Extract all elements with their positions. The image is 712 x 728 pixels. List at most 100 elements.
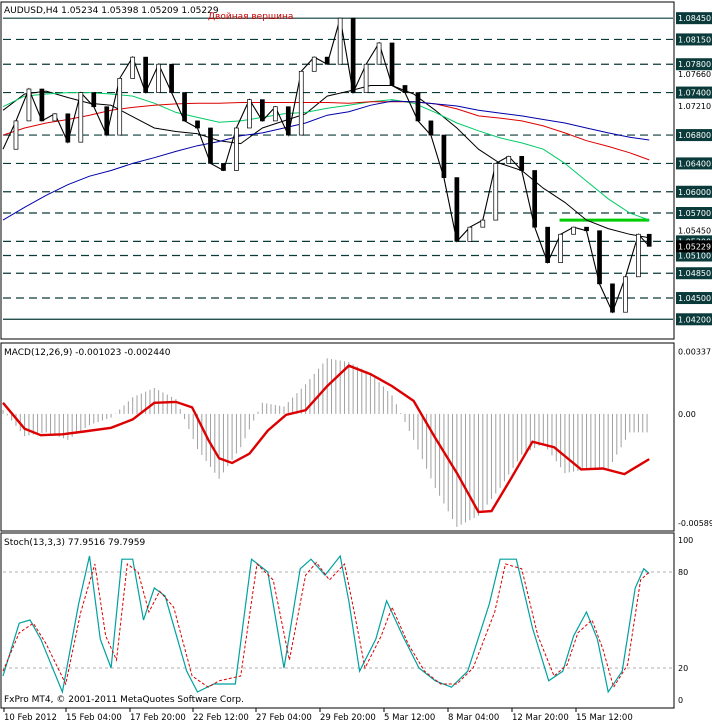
candle-body bbox=[558, 233, 563, 263]
candle-body bbox=[272, 106, 278, 122]
candle-body bbox=[13, 120, 19, 150]
price-tick-label: 1.07400 bbox=[678, 89, 711, 98]
candle-body bbox=[260, 99, 265, 122]
price-tick-label: 1.04850 bbox=[678, 269, 711, 278]
candle-body bbox=[311, 56, 317, 72]
symbol-info: AUDUSD,H4 1.05234 1.05398 1.05209 1.0522… bbox=[4, 6, 219, 16]
price-tick-label: 1.04200 bbox=[678, 315, 711, 324]
price-label-box bbox=[676, 267, 712, 280]
price-tick-label: 1.07660 bbox=[678, 70, 711, 79]
moving-averages bbox=[2, 85, 650, 239]
candle-body bbox=[298, 70, 304, 136]
price-tick-label: 1.05100 bbox=[678, 252, 711, 261]
candle-body bbox=[545, 226, 550, 263]
moving-average-line bbox=[2, 100, 650, 221]
price-label-box bbox=[676, 249, 712, 262]
price-tick-label: 1.05700 bbox=[678, 209, 711, 218]
price-tick-label: 1.07210 bbox=[678, 102, 711, 111]
candle-body bbox=[402, 85, 408, 93]
candle-body bbox=[117, 78, 123, 136]
price-tick-label: 1.04500 bbox=[678, 294, 711, 303]
current-price-label: 1.05229 bbox=[678, 242, 711, 251]
candle-body bbox=[519, 155, 525, 171]
stoch-label: Stoch(13,3,3) 77.9516 79.7959 bbox=[4, 538, 145, 548]
stoch-signal-line bbox=[2, 561, 650, 689]
stoch-tick-label: 20 bbox=[678, 664, 688, 673]
price-panel-frame bbox=[0, 1, 675, 340]
candle-body bbox=[324, 56, 330, 65]
x-tick-label: 5 Mar 12:00 bbox=[384, 713, 435, 723]
candle-body bbox=[415, 92, 421, 122]
candle-body bbox=[441, 134, 447, 178]
price-label-box bbox=[676, 292, 712, 305]
candle-body bbox=[169, 63, 174, 93]
x-tick-label: 10 Feb 2012 bbox=[4, 713, 57, 723]
stoch-panel-frame bbox=[0, 532, 675, 709]
candle-body bbox=[571, 226, 576, 235]
candle-body bbox=[493, 163, 499, 221]
candle-body bbox=[52, 113, 58, 122]
x-axis-labels: 10 Feb 2012 15 Feb 04:00 17 Feb 20:00 22 Fe… bbox=[3, 708, 633, 723]
candle-body bbox=[247, 99, 252, 129]
candle-body bbox=[454, 177, 460, 242]
stoch-main-line bbox=[2, 554, 650, 695]
price-tick-label: 1.06400 bbox=[678, 159, 711, 168]
candle-body bbox=[623, 276, 628, 313]
price-tick-label: 1.08150 bbox=[678, 35, 711, 44]
candle-body bbox=[130, 56, 136, 79]
candle-body bbox=[65, 113, 71, 143]
x-tick-label: 12 Mar 20:00 bbox=[512, 713, 569, 723]
moving-average-line bbox=[2, 101, 650, 161]
moving-average-line bbox=[2, 85, 650, 239]
candle-body bbox=[208, 127, 213, 164]
price-tick-label: 1.08450 bbox=[678, 14, 711, 23]
price-tick-label: 1.05450 bbox=[678, 227, 711, 236]
pattern-annotation: Двойная вершина bbox=[208, 12, 293, 22]
x-tick-label: 17 Feb 20:00 bbox=[130, 713, 186, 723]
candle-body bbox=[467, 226, 473, 242]
candle-body bbox=[182, 92, 187, 122]
copyright-text: FxPro MT4, © 2001-2011 MetaQuotes Softwa… bbox=[4, 695, 244, 705]
candle-body bbox=[104, 106, 110, 136]
x-tick-label: 15 Mar 12:00 bbox=[576, 713, 633, 723]
x-tick-label: 29 Feb 20:00 bbox=[320, 713, 376, 723]
price-label-box bbox=[676, 33, 712, 46]
price-label-box bbox=[676, 157, 712, 170]
price-label-box bbox=[676, 313, 712, 326]
macd-label: MACD(12,26,9) -0.001023 -0.002440 bbox=[4, 348, 171, 358]
price-label-box bbox=[676, 86, 712, 99]
support-resistance-levels bbox=[3, 17, 673, 320]
candle-body bbox=[389, 42, 395, 86]
macd-signal-line bbox=[2, 364, 650, 514]
candle-body bbox=[195, 120, 200, 129]
candle-body bbox=[506, 155, 512, 164]
candle-body bbox=[610, 283, 615, 313]
x-tick-label: 22 Feb 12:00 bbox=[193, 713, 249, 723]
candle-body bbox=[39, 88, 45, 122]
candle-body bbox=[646, 233, 652, 247]
price-label-box bbox=[676, 185, 712, 198]
price-tick-label: 1.06000 bbox=[678, 188, 711, 197]
candle-body bbox=[350, 17, 356, 93]
candle-body bbox=[597, 230, 602, 285]
moving-average-line bbox=[2, 92, 650, 221]
candle-body bbox=[428, 120, 434, 136]
candle-body bbox=[78, 92, 84, 143]
macd-panel-frame bbox=[0, 342, 675, 532]
candle-body bbox=[143, 56, 148, 93]
macd-tick-label: 0.00337 bbox=[678, 347, 711, 356]
candle-body bbox=[26, 88, 32, 122]
stoch-tick-label: 0 bbox=[678, 696, 683, 705]
candle-body bbox=[337, 17, 343, 65]
candle-body bbox=[285, 106, 291, 136]
candle-body bbox=[376, 42, 382, 65]
macd-tick-label: 0.00 bbox=[678, 410, 696, 419]
price-tick-label: 1.06800 bbox=[678, 131, 711, 140]
candle-body bbox=[91, 92, 97, 108]
current-price-box bbox=[676, 240, 712, 253]
stoch-tick-label: 80 bbox=[678, 568, 688, 577]
x-tick-label: 8 Mar 04:00 bbox=[448, 713, 499, 723]
